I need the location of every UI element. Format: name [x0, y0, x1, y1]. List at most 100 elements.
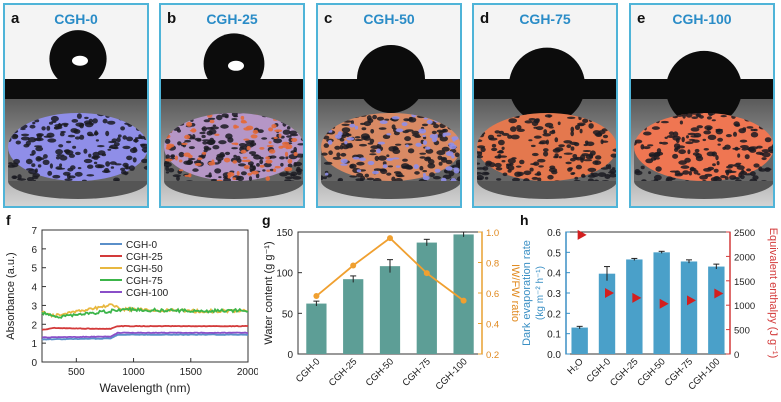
panel-d-title: CGH-75	[519, 11, 571, 27]
legend-label: CGH-50	[126, 264, 163, 275]
y2-axis-label: Equivalent enthalpy (J g⁻¹)	[767, 228, 779, 359]
y-axis-label: Water content (g g⁻¹)	[263, 241, 275, 344]
panel-b: b CGH-25	[159, 3, 305, 208]
panel-d-letter: d	[480, 10, 490, 27]
panel-e-letter: e	[637, 10, 646, 27]
series-line-cgh-100	[41, 331, 248, 339]
panel-e-title: CGH-100	[672, 11, 732, 27]
y2-tick-label: 2000	[734, 252, 755, 263]
y2-tick-label: 1000	[734, 301, 755, 312]
droplet-highlight	[72, 55, 88, 66]
plot-frame	[41, 229, 249, 363]
y-tick-label: 0.6	[547, 228, 561, 239]
ratio-point	[460, 297, 467, 304]
y-tick-label: 2	[31, 320, 37, 331]
bar	[571, 327, 588, 354]
x-tick-label: CGH-75	[401, 356, 433, 388]
y-tick-label: 0.2	[547, 309, 561, 320]
enthalpy-marker	[632, 292, 642, 303]
disc-pores	[321, 113, 460, 181]
y2-tick-label: 1500	[734, 277, 755, 288]
y-tick-label: 150	[276, 228, 293, 239]
y2-tick-label: 2500	[734, 228, 755, 239]
bar	[453, 234, 474, 354]
y-axis-label-units: (kg m⁻² h⁻¹)	[535, 266, 546, 320]
enthalpy-marker	[687, 295, 696, 306]
x-tick-label: 1000	[122, 367, 145, 378]
y2-tick-label: 0.4	[486, 320, 499, 331]
y-tick-label: 0.5	[547, 248, 561, 259]
panel-a: a CGH-0	[3, 3, 149, 208]
legend-label: CGH-25	[126, 252, 163, 263]
y-tick-label: 0.1	[547, 330, 561, 341]
ratio-point	[387, 235, 393, 242]
ratio-point	[423, 270, 430, 277]
series-line-cgh-25	[41, 324, 248, 331]
y-tick-label: 0.0	[547, 350, 561, 361]
panel-e: e CGH-100	[629, 3, 775, 208]
panel-a-title: CGH-0	[54, 11, 98, 27]
chart-f-letter: f	[6, 212, 11, 228]
y2-tick-label: 500	[734, 326, 750, 337]
chart-h: 0.0 0.1 0.2 0.3 0.4 0.5 0.6 0 500 1000 1500 2000 250…	[521, 228, 779, 393]
enthalpy-marker	[605, 288, 614, 298]
legend-label: CGH-100	[126, 288, 169, 299]
y2-tick-label: 0.8	[486, 259, 499, 270]
y-tick-label: 3	[31, 301, 37, 312]
disc-pores	[477, 113, 616, 181]
panel-c: c CGH-50	[316, 3, 462, 208]
substrate	[161, 79, 303, 99]
y-tick-label: 0.4	[547, 269, 561, 280]
substrate	[474, 79, 616, 99]
y-axis-label: Dark evaporation rate	[521, 240, 533, 346]
legend-label: CGH-75	[126, 276, 163, 287]
plot-frame	[565, 231, 731, 355]
y2-tick-label: 1.0	[486, 228, 499, 239]
bar	[598, 273, 616, 354]
bar	[343, 279, 364, 354]
x-tick-label: CGH-50	[635, 356, 667, 388]
panel-c-image	[318, 5, 460, 206]
substrate	[318, 79, 460, 99]
substrate	[631, 79, 773, 99]
ratio-point	[313, 293, 320, 300]
panel-a-image	[5, 5, 147, 206]
disc-pores	[634, 113, 773, 181]
x-tick-label: CGH-25	[327, 356, 359, 388]
y-axis-label: Absorbance (a.u.)	[5, 252, 17, 339]
series-line-cgh-75	[41, 306, 249, 319]
x-axis-label: Wavelength (nm)	[100, 381, 191, 395]
panel-c-letter: c	[324, 10, 333, 27]
bar	[626, 259, 643, 354]
y-tick-label: 4	[31, 283, 37, 294]
panel-e-image	[631, 5, 773, 206]
x-tick-label: CGH-50	[364, 356, 396, 388]
panel-b-letter: b	[167, 10, 177, 27]
x-tick-label: CGH-100	[434, 356, 470, 392]
panel-d: d CGH-75	[472, 3, 618, 208]
panel-b-title: CGH-25	[206, 11, 258, 27]
y2-tick-label: 0	[734, 350, 739, 361]
bar	[306, 303, 327, 354]
y-tick-label: 50	[282, 309, 294, 320]
ratio-point	[350, 262, 357, 269]
bar	[680, 261, 698, 354]
x-tick-label: H₂O	[565, 356, 585, 376]
y-tick-label: 0	[287, 350, 293, 361]
panel-b-image	[161, 5, 303, 206]
enthalpy-marker	[577, 229, 587, 240]
droplet-highlight	[228, 60, 244, 71]
x-tick-label: 1500	[180, 367, 203, 378]
x-tick-label: 2000	[237, 367, 258, 378]
y-tick-label: 6	[31, 245, 37, 256]
chart-h-letter: h	[520, 212, 529, 228]
chart-g-letter: g	[262, 212, 271, 228]
enthalpy-marker	[714, 288, 724, 299]
legend-label: CGH-0	[126, 240, 158, 251]
bar	[416, 242, 437, 354]
x-tick-label: 500	[68, 367, 85, 378]
chart-g: 0 50 100 150 0.2 0.4 0.6 0.8 1.0 Water content (g…	[263, 228, 520, 392]
y-tick-label: 0.3	[547, 289, 561, 300]
series-line-cgh-0	[41, 333, 249, 341]
enthalpy-marker	[659, 298, 669, 309]
